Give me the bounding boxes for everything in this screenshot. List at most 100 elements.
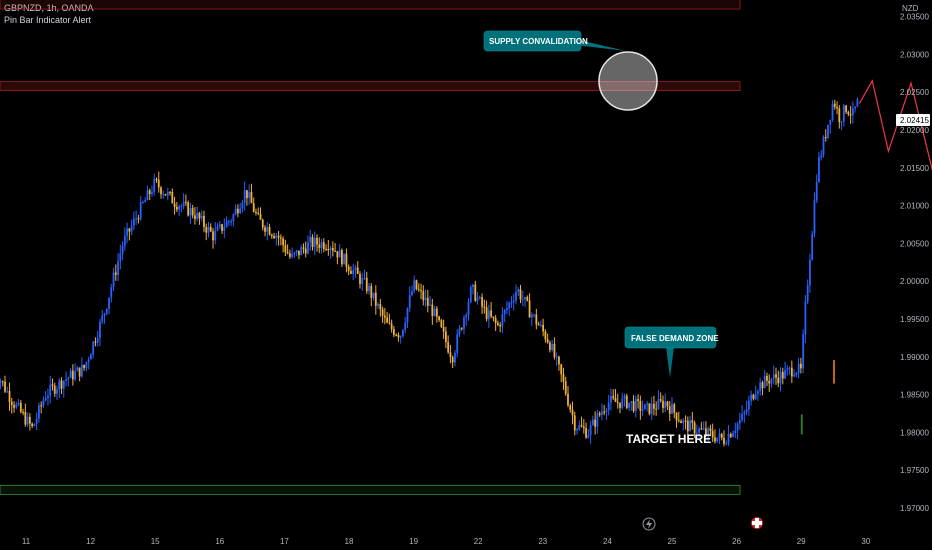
candle-body: [221, 224, 223, 231]
candle-268: [598, 411, 601, 417]
candle-body: [368, 285, 370, 292]
candle-23: [44, 391, 47, 402]
candle-body: [474, 284, 477, 301]
candle-body: [361, 278, 364, 284]
candle-body: [623, 395, 626, 399]
candle-body: [481, 297, 483, 307]
candle-26: [51, 378, 54, 391]
candle-body: [390, 323, 393, 330]
candle-body: [243, 190, 246, 203]
candle-110: [241, 199, 244, 213]
candle-166: [368, 282, 370, 295]
candle-body: [212, 231, 214, 241]
candle-361: [809, 253, 811, 293]
candle-35: [71, 364, 74, 386]
candle-321: [718, 428, 721, 445]
candle-body: [616, 401, 619, 403]
candle-body: [707, 428, 710, 435]
candle-165: [365, 271, 368, 294]
false-demand-callout[interactable]: FALSE DEMAND ZONE: [624, 326, 719, 378]
candle-52: [110, 283, 113, 303]
lightning-icon[interactable]: [642, 517, 656, 531]
candle-body: [813, 200, 816, 234]
candle-258: [576, 427, 578, 435]
candle-283: [632, 395, 635, 413]
candle-body: [435, 308, 438, 317]
candle-body: [845, 105, 847, 113]
current-price-text: 2.02415: [900, 116, 929, 125]
candle-body: [182, 201, 185, 206]
candle-body: [664, 401, 667, 408]
candle-105: [230, 218, 233, 226]
candle-72: [155, 177, 158, 183]
candle-body: [15, 404, 18, 408]
candle-body: [424, 297, 427, 301]
time-tick-label: 17: [280, 537, 289, 546]
candle-body: [338, 250, 341, 258]
candles-layer: [0, 97, 859, 447]
candle-194: [431, 298, 434, 325]
candle-317: [709, 424, 712, 437]
candle-139: [307, 235, 309, 255]
candle-body: [151, 192, 153, 195]
candle-362: [811, 230, 814, 261]
candle-body: [666, 401, 669, 407]
candle-body: [458, 328, 461, 335]
candle-147: [325, 244, 327, 252]
candle-body: [659, 399, 662, 401]
candle-body: [413, 280, 416, 292]
candle-292: [653, 395, 655, 416]
candle-14: [24, 403, 27, 427]
candle-body: [92, 341, 95, 355]
candle-126: [277, 231, 280, 246]
candle-body: [551, 343, 554, 350]
candle-body: [546, 339, 549, 343]
supply-callout[interactable]: SUPPLY CONVALIDATION: [483, 30, 626, 52]
candle-body: [26, 416, 29, 425]
candle-183: [406, 307, 409, 328]
candle-370: [829, 119, 832, 134]
price-tick-label: 2.00000: [900, 277, 929, 286]
candle-body: [345, 253, 348, 267]
candle-5: [4, 375, 6, 393]
candle-body: [277, 235, 280, 238]
candle-body: [709, 428, 712, 432]
candle-185: [411, 285, 413, 297]
candle-body: [494, 318, 497, 324]
candle-3: [0, 378, 2, 389]
candle-body: [236, 208, 239, 214]
candle-body: [806, 285, 809, 302]
candle-body: [426, 297, 429, 306]
candle-body: [747, 400, 750, 410]
candle-body: [673, 404, 676, 413]
candle-184: [408, 286, 411, 312]
current-price-tag: [896, 114, 930, 126]
candle-body: [729, 433, 732, 437]
candle-body: [684, 420, 687, 422]
candle-97: [212, 227, 214, 249]
candle-body: [775, 374, 777, 378]
candle-body: [203, 215, 205, 228]
candle-body: [605, 410, 608, 413]
candle-body: [580, 425, 583, 427]
candle-body: [598, 413, 601, 415]
candle-328: [734, 422, 737, 438]
candle-108: [236, 204, 239, 218]
candle-217: [483, 299, 486, 314]
candle-42: [87, 356, 90, 370]
candle-214: [476, 292, 479, 305]
candle-138: [304, 241, 307, 258]
candle-199: [442, 319, 445, 339]
candle-96: [209, 223, 212, 233]
candle-body: [542, 324, 545, 332]
candle-92: [200, 210, 203, 222]
candle-342: [766, 372, 768, 387]
candle-body: [139, 202, 142, 220]
candle-272: [607, 394, 610, 416]
candle-306: [684, 415, 687, 430]
candle-body: [795, 372, 798, 375]
candle-body: [560, 364, 563, 375]
candle-body: [288, 253, 291, 257]
candle-body: [768, 380, 771, 384]
